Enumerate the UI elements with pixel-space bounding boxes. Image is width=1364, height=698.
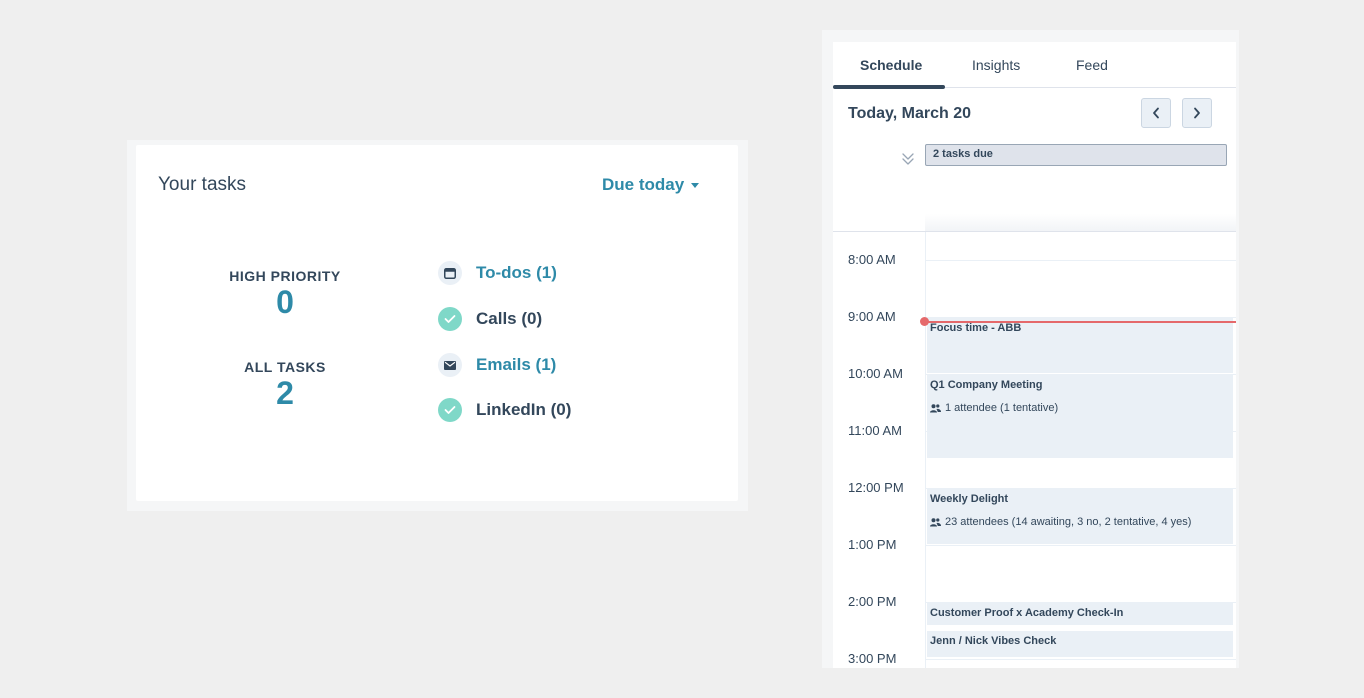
- event-focus-time[interactable]: Focus time - ABB: [927, 318, 1233, 373]
- chevron-left-icon: [1153, 107, 1159, 119]
- tab-schedule[interactable]: Schedule: [860, 57, 923, 73]
- hour-line: [925, 374, 1236, 375]
- tasks-card: Your tasks Due today HIGH PRIORITY 0 ALL…: [136, 145, 738, 501]
- event-attendees: 1 attendee (1 tentative): [930, 402, 1230, 414]
- next-day-button[interactable]: [1182, 98, 1212, 128]
- tasks-title: Your tasks: [158, 174, 247, 195]
- hour-label: 1:00 PM: [848, 537, 897, 552]
- task-row-calls: Calls (0): [438, 307, 542, 331]
- task-label-todos[interactable]: To-dos (1): [476, 263, 557, 282]
- people-icon: [930, 403, 941, 412]
- schedule-grid[interactable]: 8:00 AM 9:00 AM 10:00 AM 11:00 AM 12:00 …: [833, 231, 1236, 668]
- active-tab-indicator: [833, 85, 945, 89]
- time-gutter-divider: [925, 232, 926, 668]
- tab-insights[interactable]: Insights: [972, 57, 1021, 73]
- event-customer-proof-check-in[interactable]: Customer Proof x Academy Check-In: [927, 603, 1233, 625]
- calendar-window-icon: [438, 261, 462, 285]
- current-time-line: [925, 321, 1236, 323]
- date-title: Today, March 20: [848, 105, 971, 122]
- high-priority-stat: HIGH PRIORITY 0: [175, 268, 395, 320]
- all-tasks-stat: ALL TASKS 2: [175, 359, 395, 411]
- high-priority-value: 0: [276, 284, 294, 320]
- calendar-tabs: Schedule Insights Feed: [833, 42, 1236, 89]
- chevron-right-icon: [1194, 107, 1200, 119]
- hour-label: 8:00 AM: [848, 252, 896, 267]
- all-tasks-value: 2: [276, 375, 294, 411]
- check-icon: [438, 398, 462, 422]
- task-row-emails[interactable]: Emails (1): [438, 353, 556, 377]
- event-meta-text: 1 attendee (1 tentative): [945, 402, 1059, 414]
- hour-label: 10:00 AM: [848, 366, 903, 381]
- task-row-linkedin: LinkedIn (0): [438, 398, 571, 422]
- hour-label: 11:00 AM: [848, 423, 902, 438]
- hour-line: [925, 659, 1236, 660]
- hour-line: [925, 545, 1236, 546]
- task-label-linkedin: LinkedIn (0): [476, 400, 572, 419]
- calendar-widget: Schedule Insights Feed Today, March 20 2…: [822, 30, 1239, 668]
- due-filter-label: Due today: [602, 175, 685, 194]
- current-time-dot: [920, 317, 929, 326]
- event-meta-text: 23 attendees (14 awaiting, 3 no, 2 tenta…: [945, 516, 1192, 528]
- high-priority-label: HIGH PRIORITY: [229, 268, 341, 284]
- hour-label: 12:00 PM: [848, 480, 904, 495]
- task-label-calls: Calls (0): [476, 309, 543, 328]
- event-title: Jenn / Nick Vibes Check: [930, 635, 1057, 647]
- hour-label: 9:00 AM: [848, 309, 896, 324]
- event-attendees: 23 attendees (14 awaiting, 3 no, 2 tenta…: [930, 516, 1230, 528]
- all-day-divider: [925, 214, 1236, 231]
- task-label-emails[interactable]: Emails (1): [476, 355, 557, 374]
- task-row-todos[interactable]: To-dos (1): [438, 261, 557, 285]
- event-title: Weekly Delight: [930, 493, 1009, 505]
- hour-line: [925, 317, 1236, 318]
- calendar-panel: Schedule Insights Feed Today, March 20 2…: [833, 42, 1236, 668]
- event-title: Focus time - ABB: [930, 322, 1022, 334]
- hour-label: 2:00 PM: [848, 594, 897, 609]
- event-jenn-nick-vibes-check[interactable]: Jenn / Nick Vibes Check: [927, 631, 1233, 657]
- due-filter-dropdown[interactable]: Due today: [602, 175, 700, 195]
- tasks-widget: Your tasks Due today HIGH PRIORITY 0 ALL…: [127, 140, 748, 511]
- hour-line: [925, 602, 1236, 603]
- event-q1-company-meeting[interactable]: Q1 Company Meeting 1 attendee (1 tentati…: [927, 375, 1233, 458]
- envelope-icon: [438, 353, 462, 377]
- event-title: Customer Proof x Academy Check-In: [930, 607, 1124, 619]
- hour-line: [925, 488, 1236, 489]
- double-chevron-down-icon[interactable]: [901, 152, 915, 166]
- all-tasks-label: ALL TASKS: [244, 359, 326, 375]
- tasks-due-banner[interactable]: 2 tasks due: [925, 144, 1227, 166]
- event-weekly-delight[interactable]: Weekly Delight 23 attendees (14 awaiting…: [927, 489, 1233, 544]
- tab-feed[interactable]: Feed: [1076, 57, 1108, 73]
- hour-label: 3:00 PM: [848, 651, 897, 666]
- caret-down-icon: [691, 183, 700, 188]
- hour-line: [925, 260, 1236, 261]
- people-icon: [930, 517, 941, 526]
- previous-day-button[interactable]: [1141, 98, 1171, 128]
- event-title: Q1 Company Meeting: [930, 379, 1043, 391]
- check-icon: [438, 307, 462, 331]
